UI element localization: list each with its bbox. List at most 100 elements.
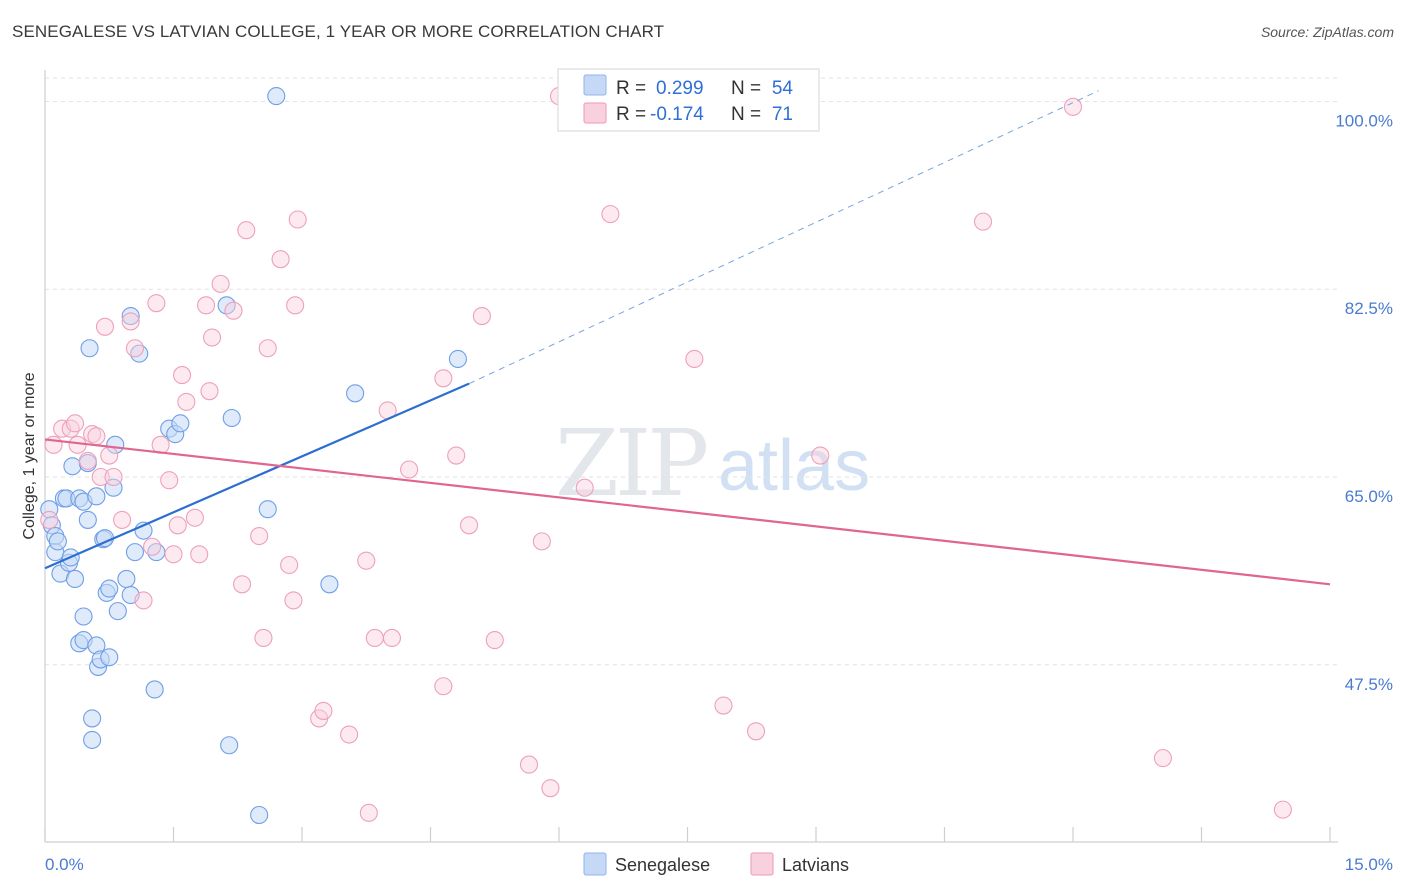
latvians-point-69 xyxy=(1153,749,1172,768)
x-tick-label-min: 0.0% xyxy=(45,855,84,874)
latvians-point-15 xyxy=(125,339,144,358)
senegalese-point-53 xyxy=(448,349,467,369)
senegalese-point-51 xyxy=(320,575,339,594)
senegalese-point-19 xyxy=(80,339,99,358)
latvians-point-32 xyxy=(232,575,252,594)
legend-n-label-1: N = xyxy=(731,78,761,99)
latvians-point-52 xyxy=(434,369,453,388)
watermark-zip: ZIP xyxy=(555,410,706,517)
senegalese-point-11 xyxy=(65,569,85,588)
senegalese-point-52 xyxy=(346,384,365,403)
legend-swatch-senegalese xyxy=(583,74,607,96)
latvians-point-43 xyxy=(314,701,333,720)
latvians-point-51 xyxy=(434,677,453,696)
senegalese-point-20 xyxy=(83,709,102,728)
chart-title: SENEGALESE VS LATVIAN COLLEGE, 1 YEAR OR… xyxy=(12,22,665,41)
latvians-point-68 xyxy=(1063,97,1083,116)
stats-legend: R = 0.299 N = 54 R = -0.174 N = 71 xyxy=(557,68,820,132)
senegalese-point-29 xyxy=(100,648,119,667)
latvians-point-62 xyxy=(601,205,620,224)
latvians-point-20 xyxy=(160,471,179,490)
senegalese-trend-line xyxy=(44,382,470,570)
bottom-legend-swatch-senegalese xyxy=(583,852,607,876)
senegalese-point-49 xyxy=(258,500,277,519)
legend-r-label-2: R = xyxy=(616,104,646,125)
trend-lines xyxy=(44,90,1331,586)
senegalese-point-50 xyxy=(267,87,286,106)
latvians-point-17 xyxy=(143,537,162,556)
y-tick-labels: 100.0% 82.5% 65.0% 47.5% xyxy=(1335,111,1393,693)
watermark-atlas: atlas xyxy=(718,426,870,506)
senegalese-point-44 xyxy=(171,414,190,433)
latvians-point-61 xyxy=(575,478,594,497)
y-tick-label-3: 47.5% xyxy=(1345,675,1393,694)
y-axis-label: College, 1 year or more xyxy=(21,372,38,539)
latvians-point-65 xyxy=(746,722,766,741)
latvians-point-26 xyxy=(190,545,209,564)
senegalese-point-10 xyxy=(63,457,82,476)
y-tick-label-0: 100.0% xyxy=(1335,111,1393,130)
latvians-point-31 xyxy=(224,301,243,320)
legend-n-value-1: 54 xyxy=(772,78,794,99)
y-tick-label-2: 65.0% xyxy=(1345,487,1393,506)
senegalese-point-18 xyxy=(78,510,97,529)
latvians-point-30 xyxy=(211,274,230,293)
senegalese-point-36 xyxy=(121,307,140,326)
source-label: Source: ZipAtlas.com xyxy=(1260,24,1394,40)
legend-r-value-2: -0.174 xyxy=(650,104,704,125)
latvians-point-36 xyxy=(258,339,277,358)
senegalese-point-32 xyxy=(106,435,125,454)
latvians-point-40 xyxy=(286,296,305,315)
data-points xyxy=(40,87,1292,825)
latvians-point-64 xyxy=(714,696,733,715)
latvians-point-8 xyxy=(87,427,106,446)
latvians-point-29 xyxy=(203,328,222,347)
latvians-point-63 xyxy=(685,349,704,369)
latvians-point-14 xyxy=(121,312,140,331)
bottom-legend-label-latvians: Latvians xyxy=(782,855,849,875)
latvians-point-59 xyxy=(541,779,560,798)
latvians-point-33 xyxy=(237,221,256,240)
latvians-point-23 xyxy=(173,366,192,385)
senegalese-point-30 xyxy=(100,579,119,598)
latvians-point-11 xyxy=(100,446,119,465)
x-tick-marks xyxy=(44,827,1331,842)
latvians-point-35 xyxy=(254,628,273,648)
latvians-point-66 xyxy=(811,446,830,465)
latvians-point-41 xyxy=(288,210,307,229)
latvians-point-45 xyxy=(357,551,376,570)
senegalese-point-34 xyxy=(117,569,136,588)
latvians-point-55 xyxy=(472,307,491,326)
latvians-point-39 xyxy=(284,591,303,610)
latvians-point-49 xyxy=(382,628,402,648)
bottom-legend-label-senegalese: Senegalese xyxy=(615,855,710,875)
latvians-point-0 xyxy=(40,510,59,529)
senegalese-point-16 xyxy=(74,607,93,626)
latvians-point-58 xyxy=(532,532,551,551)
senegalese-point-4 xyxy=(48,532,67,551)
latvians-point-37 xyxy=(271,250,290,269)
latvians-point-12 xyxy=(104,467,123,487)
axes xyxy=(44,70,1338,843)
latvians-point-56 xyxy=(485,631,504,650)
legend-r-label-1: R = xyxy=(616,78,646,99)
latvians-point-57 xyxy=(519,755,539,774)
senegalese-point-37 xyxy=(125,543,144,562)
senegalese-point-33 xyxy=(108,602,127,621)
latvians-point-6 xyxy=(78,451,97,470)
latvians-point-34 xyxy=(250,526,269,546)
legend-r-value-1: 0.299 xyxy=(656,78,704,99)
latvians-point-28 xyxy=(200,382,219,401)
latvians-point-21 xyxy=(164,545,183,564)
legend-n-label-2: N = xyxy=(731,104,761,125)
senegalese-point-40 xyxy=(145,680,164,699)
latvians-point-70 xyxy=(1273,800,1292,819)
latvians-point-25 xyxy=(185,508,204,527)
latvians-point-67 xyxy=(973,212,993,231)
latvians-point-54 xyxy=(459,516,479,535)
senegalese-point-31 xyxy=(104,478,123,497)
x-tick-label-max: 15.0% xyxy=(1345,855,1393,874)
bottom-legend-swatch-latvians xyxy=(750,852,774,876)
latvians-point-24 xyxy=(177,392,196,411)
